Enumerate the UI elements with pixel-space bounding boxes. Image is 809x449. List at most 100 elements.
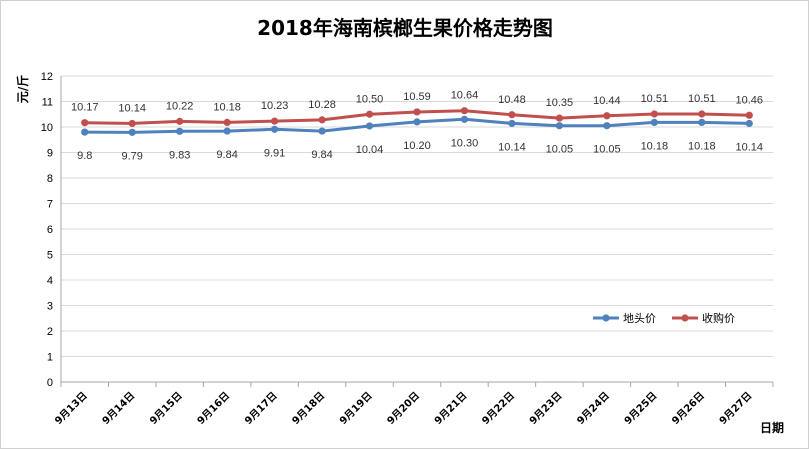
data-label: 10.46 xyxy=(736,94,764,106)
y-tick-label: 1 xyxy=(47,352,53,364)
data-label: 10.17 xyxy=(71,102,99,114)
legend-swatch-marker xyxy=(602,314,610,322)
data-label: 10.18 xyxy=(213,101,241,113)
data-point xyxy=(271,125,279,133)
data-label: 10.20 xyxy=(403,140,431,152)
data-point xyxy=(128,128,136,136)
y-tick-label: 12 xyxy=(41,71,53,83)
data-label: 9.83 xyxy=(169,149,190,161)
data-point xyxy=(650,118,658,127)
data-label: 10.04 xyxy=(356,144,384,156)
data-point xyxy=(460,115,469,123)
data-label: 10.23 xyxy=(261,100,289,112)
data-point xyxy=(365,110,374,118)
data-point xyxy=(508,111,516,119)
x-tick-label: 9月20日 xyxy=(385,390,422,427)
data-point xyxy=(176,117,184,125)
y-axis-label: 元/斤 xyxy=(15,75,30,103)
data-point xyxy=(365,122,374,130)
data-label: 10.44 xyxy=(593,95,621,107)
x-tick-label: 9月13日 xyxy=(52,390,89,427)
data-point xyxy=(603,112,611,120)
data-label: 9.91 xyxy=(264,147,285,159)
x-tick-label: 9月15日 xyxy=(147,390,184,427)
legend: 地头价 收购价 xyxy=(593,311,735,325)
x-tick-label: 9月14日 xyxy=(100,390,137,427)
data-label: 10.18 xyxy=(641,140,669,152)
data-point xyxy=(508,119,516,128)
data-point xyxy=(413,118,421,126)
x-tick-label: 9月17日 xyxy=(242,390,279,427)
series-layer xyxy=(81,107,753,136)
data-point xyxy=(223,127,231,135)
data-label: 10.22 xyxy=(166,100,194,112)
y-axis-label-group: 元/斤 xyxy=(15,75,30,103)
data-label: 10.30 xyxy=(451,137,479,149)
data-label-layer: 9.8 9.79 9.83 9.84 9.91 9.84 10.04 10.20 10.30 10… xyxy=(71,90,763,163)
data-label: 10.51 xyxy=(641,93,669,105)
data-point xyxy=(318,127,326,135)
x-tick-label: 9月25日 xyxy=(622,390,659,427)
data-point xyxy=(745,119,753,128)
data-point xyxy=(698,118,706,127)
data-label: 10.14 xyxy=(736,141,764,153)
data-label: 10.48 xyxy=(498,94,526,106)
y-tick-label: 11 xyxy=(42,97,53,109)
grid-layer xyxy=(61,75,773,357)
y-tick-label: 0 xyxy=(47,377,53,389)
data-label: 10.05 xyxy=(546,144,574,156)
data-point xyxy=(413,108,421,116)
chart-title: 2018年海南槟榔生果价格走势图 xyxy=(257,16,553,40)
x-tick-label: 9月27日 xyxy=(717,390,754,427)
y-tick-label: 6 xyxy=(47,224,53,236)
data-point xyxy=(650,110,658,118)
data-label: 10.35 xyxy=(546,97,574,109)
data-label: 10.28 xyxy=(308,99,336,111)
x-tick-label: 9月16日 xyxy=(195,390,232,427)
data-label: 10.64 xyxy=(451,90,479,102)
data-point xyxy=(271,117,279,125)
data-point xyxy=(603,122,611,130)
x-tick-label: 9月19日 xyxy=(337,390,374,427)
legend-entry: 地头价 xyxy=(623,312,656,325)
data-label: 10.50 xyxy=(356,93,384,105)
x-tick-label: 9月24日 xyxy=(575,390,612,427)
y-tick-label: 4 xyxy=(47,275,53,287)
data-label: 10.51 xyxy=(688,93,716,105)
data-point xyxy=(698,110,706,118)
y-tick-label: 5 xyxy=(47,250,53,262)
data-label: 10.14 xyxy=(498,141,526,153)
data-point xyxy=(81,119,89,127)
data-label: 10.05 xyxy=(593,144,621,156)
data-point xyxy=(223,118,231,127)
x-tick-label: 9月18日 xyxy=(290,390,327,427)
y-tick-label: 2 xyxy=(47,326,53,338)
data-label: 9.84 xyxy=(216,149,237,161)
x-axis-label: 日期 xyxy=(760,420,784,435)
data-point xyxy=(128,119,136,128)
y-tick-label: 7 xyxy=(47,199,53,211)
data-label: 9.79 xyxy=(121,150,142,162)
x-tick-label: 9月21日 xyxy=(432,390,469,427)
data-point xyxy=(460,107,469,115)
data-point xyxy=(318,116,326,124)
y-tick-label: 10 xyxy=(41,122,53,134)
y-tick-label: 8 xyxy=(47,173,53,185)
y-tick-label: 9 xyxy=(47,148,53,160)
data-point xyxy=(555,122,564,130)
data-label: 9.8 xyxy=(77,150,92,162)
x-tick-label: 9月23日 xyxy=(527,390,564,427)
legend-swatch-marker xyxy=(681,314,689,322)
data-point xyxy=(176,127,184,135)
data-point xyxy=(81,128,89,136)
x-tick-label: 9月26日 xyxy=(670,390,707,427)
data-label: 10.18 xyxy=(688,140,716,152)
data-point xyxy=(745,111,753,119)
x-tick-label: 9月22日 xyxy=(480,390,517,427)
data-label: 9.84 xyxy=(311,149,332,161)
data-label: 10.59 xyxy=(403,91,431,103)
data-label: 10.14 xyxy=(118,102,146,114)
